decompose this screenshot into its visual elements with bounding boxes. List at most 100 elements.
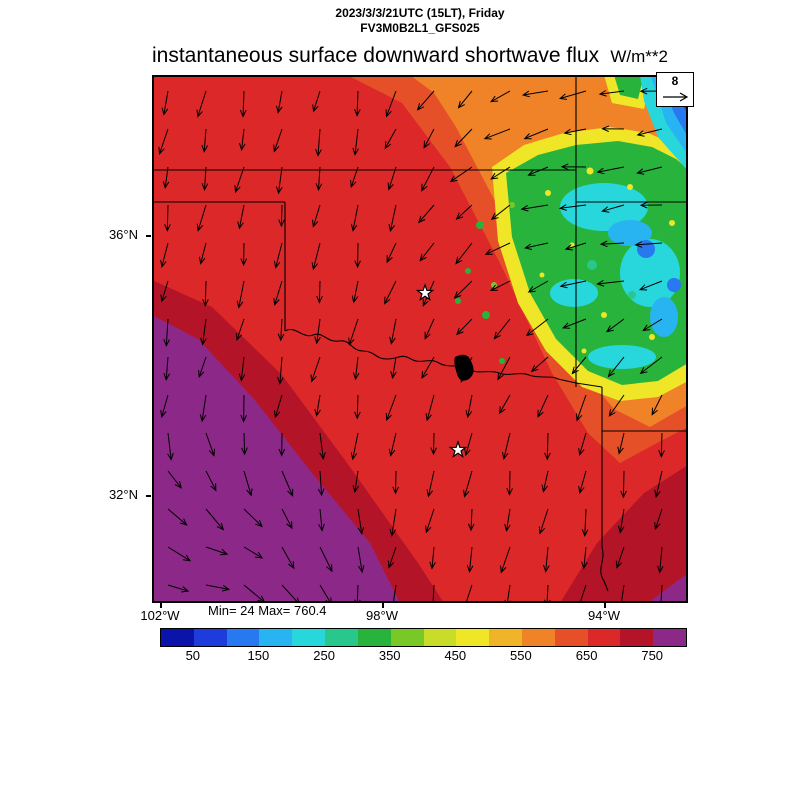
lat-axis-tick <box>146 235 151 237</box>
wind-arrow <box>278 432 286 457</box>
plot-frame <box>152 75 688 603</box>
colorbar-tick-label: 550 <box>510 648 532 663</box>
wind-arrow <box>559 280 587 289</box>
colorbar-segment <box>292 629 326 646</box>
wind-arrow <box>241 432 248 456</box>
wind-arrow <box>234 166 245 194</box>
region-purple-corner <box>648 573 688 603</box>
wind-arrow <box>240 394 247 423</box>
colorbar-tick-label: 650 <box>575 648 598 663</box>
wind-arrow <box>312 90 321 113</box>
wind-arrow <box>651 394 663 416</box>
city-star-marker <box>415 283 435 301</box>
wind-arrow <box>201 128 209 153</box>
speckle <box>628 291 636 299</box>
region-green-tongue <box>614 75 644 99</box>
wind-arrow <box>277 318 285 342</box>
wind-arrow <box>596 279 625 287</box>
wind-arrow <box>236 280 245 309</box>
wind-arrow <box>464 432 473 457</box>
stats-min-max-label: Min= 24 Max= 760.4 <box>208 603 327 618</box>
wind-arrow <box>316 280 323 304</box>
wind-arrow <box>639 356 663 375</box>
wind-arrow <box>467 508 475 532</box>
wind-arrow <box>425 508 435 534</box>
wind-arrow <box>160 394 169 418</box>
wind-arrow <box>660 584 663 603</box>
wind-arrow <box>387 546 397 569</box>
wind-arrow <box>205 546 229 556</box>
wind-arrow <box>281 470 294 497</box>
wind-arrow <box>278 204 285 228</box>
wind-arrow <box>460 356 473 383</box>
wind-arrow <box>311 242 321 271</box>
wind-arrow <box>502 432 511 460</box>
wind-arrow <box>634 241 663 248</box>
border-texas-louisiana <box>600 387 609 592</box>
wind-arrow <box>162 166 170 190</box>
wind-arrow <box>449 166 473 183</box>
lon-axis-label: 102°W <box>140 608 180 623</box>
speckle <box>476 221 484 229</box>
wind-arrow <box>243 546 264 559</box>
header-model-run: FV3M0B2L1_GFS025 <box>360 21 480 35</box>
wind-arrow <box>354 90 361 117</box>
wind-arrow <box>205 508 225 531</box>
wind-arrow <box>281 508 293 530</box>
wind-arrow <box>620 584 625 603</box>
colorbar-tick-label: 250 <box>313 648 335 663</box>
wind-arrow <box>205 432 215 457</box>
wind-arrow <box>163 318 170 348</box>
wind-arrow <box>199 242 207 265</box>
wind-arrow <box>273 394 283 419</box>
wind-arrow <box>390 356 397 380</box>
colorbar-tick-label: 350 <box>378 648 401 663</box>
wind-arrow <box>571 356 587 375</box>
wind-arrow <box>240 242 248 267</box>
wind-arrow <box>525 318 549 337</box>
wind-arrow <box>466 546 474 574</box>
wind-arrow <box>462 584 473 603</box>
wind-arrow <box>200 318 207 346</box>
wind-arrow <box>205 470 217 492</box>
wind-arrow <box>425 394 435 422</box>
wind-arrow <box>386 242 397 264</box>
colorbar-tick-labels: 50 150 250 350 450 550 650 750 <box>160 648 685 664</box>
wind-arrow <box>237 204 245 230</box>
wind-arrow <box>483 128 511 140</box>
colorbar-segment <box>521 629 555 646</box>
lat-axis-label: 32°N <box>108 487 138 502</box>
wind-arrow <box>277 356 284 385</box>
wind-arrow <box>388 432 397 457</box>
wind-arrow <box>538 508 549 535</box>
wind-arrow <box>527 280 549 293</box>
colorbar-segment <box>357 629 391 646</box>
speckle <box>482 311 490 319</box>
colorbar-tick-label: 750 <box>641 648 664 663</box>
colorbar-segment <box>161 629 194 646</box>
wind-arrow <box>312 204 321 228</box>
wind-arrow <box>318 508 325 532</box>
wind-arrow <box>561 318 587 329</box>
wind-arrow <box>543 546 550 573</box>
wind-arrow <box>530 356 549 373</box>
wind-arrow <box>599 240 625 248</box>
wind-arrow <box>158 128 169 155</box>
lon-axis-tick <box>604 603 606 608</box>
wind-arrow <box>541 470 549 493</box>
flux-shading-regions <box>152 75 688 603</box>
speckle <box>465 268 471 274</box>
wind-arrow <box>314 318 321 345</box>
wind-arrow <box>598 90 625 97</box>
lon-axis-tick <box>382 603 384 608</box>
speckle <box>586 167 594 175</box>
wind-arrow <box>239 128 246 152</box>
lon-axis-label: 94°W <box>588 608 620 623</box>
speckle <box>499 358 505 364</box>
wind-arrow <box>456 318 473 336</box>
wind-arrow <box>596 166 625 175</box>
wind-arrow <box>581 546 588 570</box>
speckle <box>601 312 607 318</box>
wind-reference-box: 8 <box>656 72 694 107</box>
city-star-marker <box>448 440 468 458</box>
